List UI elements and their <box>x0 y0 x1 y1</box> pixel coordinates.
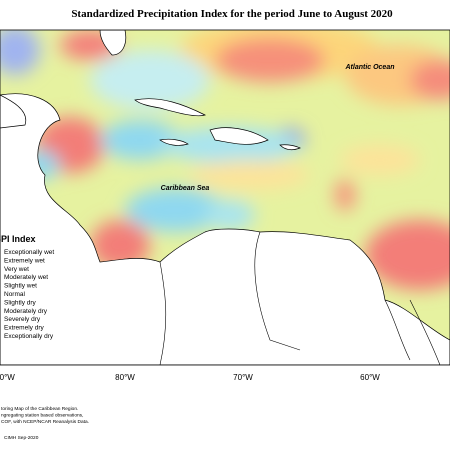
footer-credit: CIMH Sep-2020 <box>4 435 39 441</box>
borders <box>159 231 441 365</box>
footer: toring Map of the Caribbean Region.ngreg… <box>1 406 89 441</box>
legend-entry: Normal <box>4 291 26 298</box>
footer-line: COF, with NCEP/NCAR Reanalysis Data. <box>1 419 89 425</box>
legend-entry: Moderately wet <box>4 274 48 281</box>
legend-entry: Severely dry <box>4 316 41 323</box>
legend-entry: Very wet <box>4 266 29 273</box>
land <box>0 30 450 365</box>
footer-line: ngregating station based observations, <box>1 413 83 419</box>
spi-field: Atlantic Ocean Caribbean Sea SPI Index E… <box>0 30 450 365</box>
legend-entry: Moderately dry <box>4 308 48 315</box>
longitude-label: 90°W <box>0 373 15 382</box>
legend-entry: Extremely dry <box>4 325 44 332</box>
longitude-label: 80°W <box>115 373 135 382</box>
legend-entry: Slightly dry <box>4 299 37 306</box>
longitude-label: 60°W <box>360 373 380 382</box>
sea-label: Caribbean Sea <box>161 185 210 192</box>
legend-title: SPI Index <box>0 234 36 244</box>
longitude-labels: 90°W 80°W 70°W 60°W <box>0 373 380 382</box>
ocean-label: Atlantic Ocean <box>344 64 394 71</box>
legend-entry: Slightly wet <box>4 283 37 290</box>
legend-entry: Exceptionally dry <box>4 333 54 340</box>
map-frame <box>0 29 450 366</box>
legend-entry: Extremely wet <box>4 257 45 264</box>
map-title: Standardized Precipitation Index for the… <box>71 8 393 20</box>
longitude-label: 70°W <box>233 373 253 382</box>
legend-entry: Exceptionally wet <box>4 249 54 256</box>
footer-line: toring Map of the Caribbean Region. <box>1 406 78 412</box>
